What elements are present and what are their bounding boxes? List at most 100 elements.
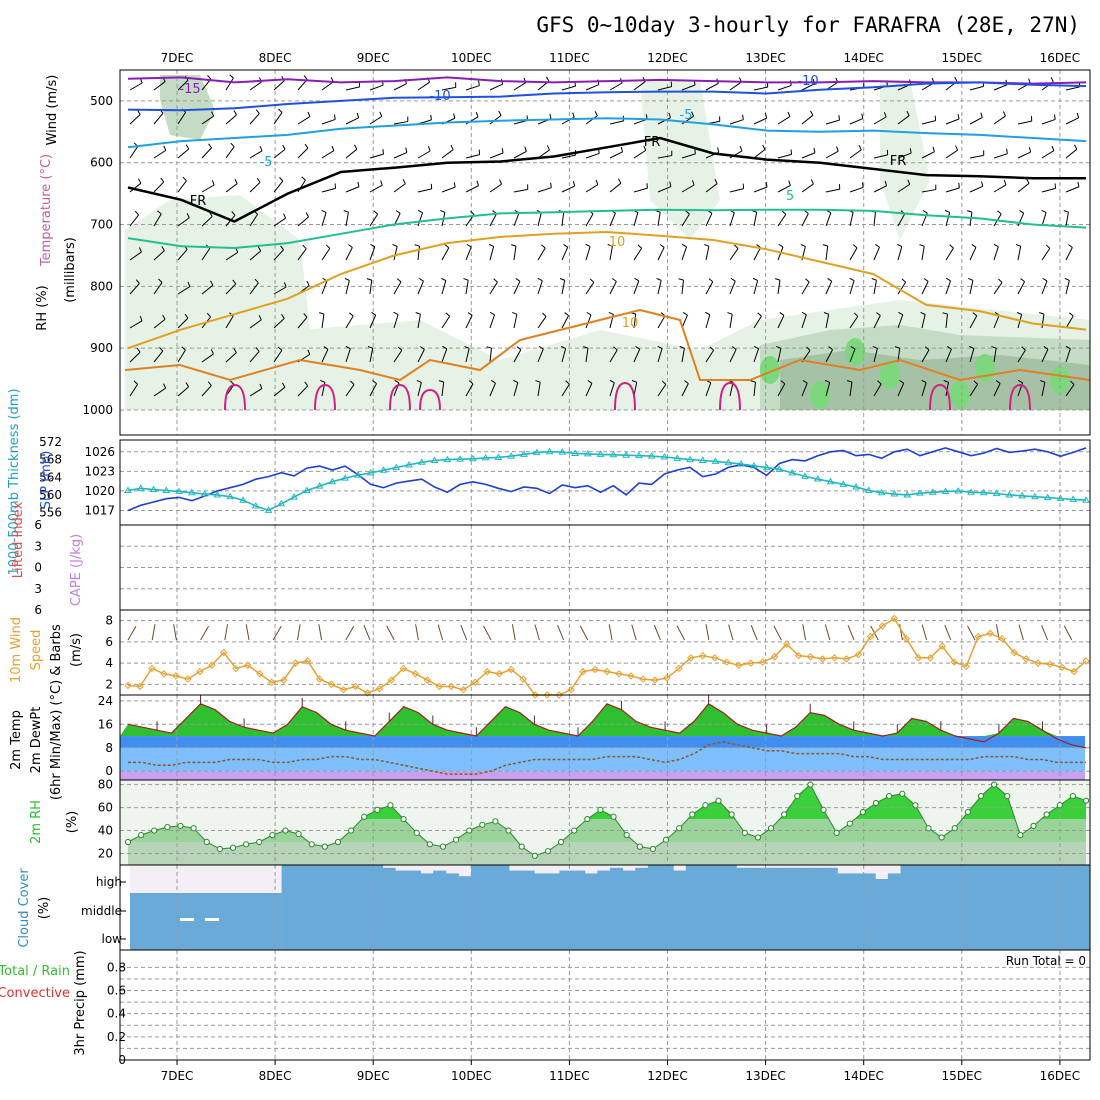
cloud-high-bar xyxy=(1039,865,1053,893)
wind-barb xyxy=(513,188,528,193)
wind-barb-flag xyxy=(924,346,930,351)
wind-barb xyxy=(537,382,541,397)
wind-barb-flag xyxy=(210,349,214,355)
wind10m-marker xyxy=(711,654,719,662)
wind10m-barb xyxy=(967,625,976,641)
cloud-high-bar xyxy=(521,870,535,893)
wind-barb xyxy=(849,212,854,227)
thickness-marker xyxy=(596,450,605,457)
wind-barb xyxy=(681,280,684,295)
rh2m-marker xyxy=(754,834,762,841)
wind-barb-flag xyxy=(1041,209,1047,214)
wind-barb xyxy=(489,213,498,227)
thickness-marker xyxy=(686,455,694,463)
cloud-mid-bar xyxy=(1026,893,1040,950)
wind-barbs xyxy=(129,74,1081,397)
wind-barb xyxy=(297,116,311,125)
cloud-mid-bar xyxy=(748,893,763,950)
cape-grid xyxy=(120,525,1090,610)
wind-barb xyxy=(897,213,906,227)
wind-barb xyxy=(609,382,615,397)
wind-barb xyxy=(561,315,570,329)
wind10m-axis: 2 4 6 8 xyxy=(105,614,113,692)
wind-barb-flag xyxy=(475,111,479,117)
wind-barb-flag xyxy=(161,246,165,251)
wind-barb xyxy=(921,281,929,295)
isotherm-20-loop xyxy=(389,383,411,411)
wind-barb-flag xyxy=(968,277,974,281)
lifted-axis-label: Lifted Index xyxy=(11,501,26,578)
wind-barb xyxy=(441,247,450,261)
axis-tick-label: 40 xyxy=(98,824,113,838)
cloud-mid-bar xyxy=(875,893,889,950)
wind-barb xyxy=(513,212,520,227)
wind-barb-flag xyxy=(661,380,667,385)
wind-barb xyxy=(489,114,502,125)
wind-barb-flag xyxy=(822,244,828,247)
isotherm-label: -10 xyxy=(429,89,450,104)
wind-barb xyxy=(393,246,398,261)
wind-barb-flag xyxy=(184,313,189,319)
cloud-high-bar xyxy=(395,870,409,893)
wind10m-marker xyxy=(699,651,707,660)
wind-barb-flag xyxy=(159,347,164,352)
wind-barb-flag xyxy=(779,312,785,316)
wind-barb xyxy=(489,152,504,159)
wind-barb xyxy=(609,349,618,363)
wind-barb xyxy=(129,383,139,397)
thickness-marker xyxy=(315,482,324,489)
wind-barb xyxy=(249,388,263,397)
wind-barb-flag xyxy=(259,383,263,389)
wind-barb xyxy=(417,349,425,363)
thickness-marker xyxy=(405,460,413,468)
wind-barb-flag xyxy=(897,243,903,247)
wind-barb-flag xyxy=(678,278,684,281)
wind10m-barb xyxy=(437,624,444,641)
wind-barb-flag xyxy=(612,278,617,282)
wind10m-marker xyxy=(471,678,479,686)
wind-barb xyxy=(129,283,140,295)
cloud-axis-label: Cloud Cover xyxy=(17,868,32,948)
wind-barb xyxy=(225,315,234,329)
thickness-marker xyxy=(417,458,426,465)
cloud-mid-bar xyxy=(837,893,851,950)
wind-barb xyxy=(297,385,309,397)
wind-barb xyxy=(873,348,878,363)
wind-barb xyxy=(297,316,308,329)
rh2m-line xyxy=(124,781,1090,859)
wind-barb-flag xyxy=(757,312,762,317)
cloud-high-bar xyxy=(913,865,927,893)
thickness-marker xyxy=(979,488,988,496)
wind-barb xyxy=(369,348,374,363)
wind-barb-flag xyxy=(946,345,952,350)
wind-barb-flag xyxy=(157,210,162,215)
cloud-mid-bar xyxy=(761,893,775,950)
wind-barb xyxy=(465,315,473,329)
cape-axis: 6 3 0 3 6 xyxy=(34,518,42,617)
wind-barb xyxy=(633,349,641,363)
wind-barb-flag xyxy=(909,148,912,154)
wind-barb xyxy=(1041,212,1047,227)
cloud-mid-bar xyxy=(1064,893,1078,950)
rh2m-marker xyxy=(1082,797,1090,804)
wind10m-barb xyxy=(944,624,952,641)
cloud-mid-bar xyxy=(407,893,422,950)
wind10m-barb xyxy=(415,624,419,641)
top-date-label: 9DEC xyxy=(357,51,390,65)
wind-barb-flag xyxy=(134,210,139,216)
thickness-marker xyxy=(481,453,490,461)
wind-barb-flag xyxy=(1039,312,1045,315)
cloud-mid-bar xyxy=(635,893,649,950)
thickness-marker xyxy=(239,496,247,503)
wind-barb xyxy=(609,212,616,227)
wind-barb xyxy=(705,314,711,329)
wind-barb-flag xyxy=(280,245,284,251)
wind-barb xyxy=(537,316,547,329)
wind-barb xyxy=(249,213,259,227)
precip-tick-label: 0.8 xyxy=(107,960,126,974)
cloud-mid-bar xyxy=(951,893,965,950)
cloud-high-bar xyxy=(445,873,459,893)
cloud-mid-bar xyxy=(1001,893,1015,950)
axis-tick-label: 0 xyxy=(105,764,113,778)
